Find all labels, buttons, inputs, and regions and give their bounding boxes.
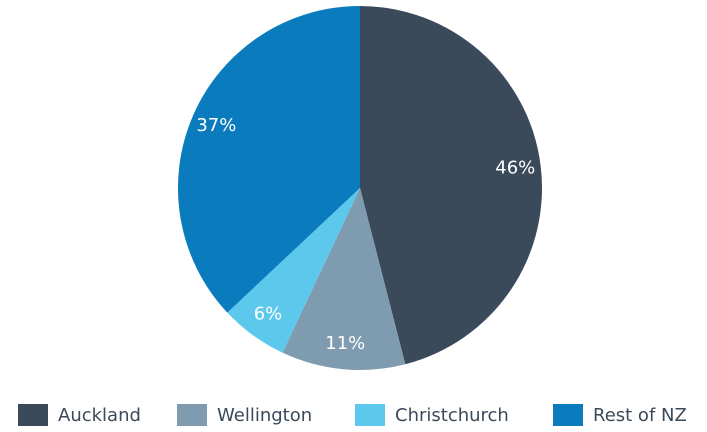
pie-slice bbox=[360, 6, 542, 365]
legend-swatch bbox=[355, 404, 385, 426]
legend-label: Wellington bbox=[217, 405, 312, 426]
slice-label: 37% bbox=[196, 115, 236, 136]
slice-label: 46% bbox=[495, 157, 535, 178]
slice-label: 11% bbox=[325, 333, 365, 354]
slice-label: 6% bbox=[254, 304, 283, 325]
legend-swatch bbox=[18, 404, 48, 426]
legend-swatch bbox=[553, 404, 583, 426]
pie-slice bbox=[177, 6, 360, 313]
legend-label: Christchurch bbox=[395, 405, 509, 426]
legend-swatch bbox=[177, 404, 207, 426]
legend-label: Auckland bbox=[58, 405, 141, 426]
legend-label: Rest of NZ bbox=[593, 405, 687, 426]
pie-slice bbox=[227, 188, 360, 353]
pie-slice bbox=[282, 188, 406, 371]
